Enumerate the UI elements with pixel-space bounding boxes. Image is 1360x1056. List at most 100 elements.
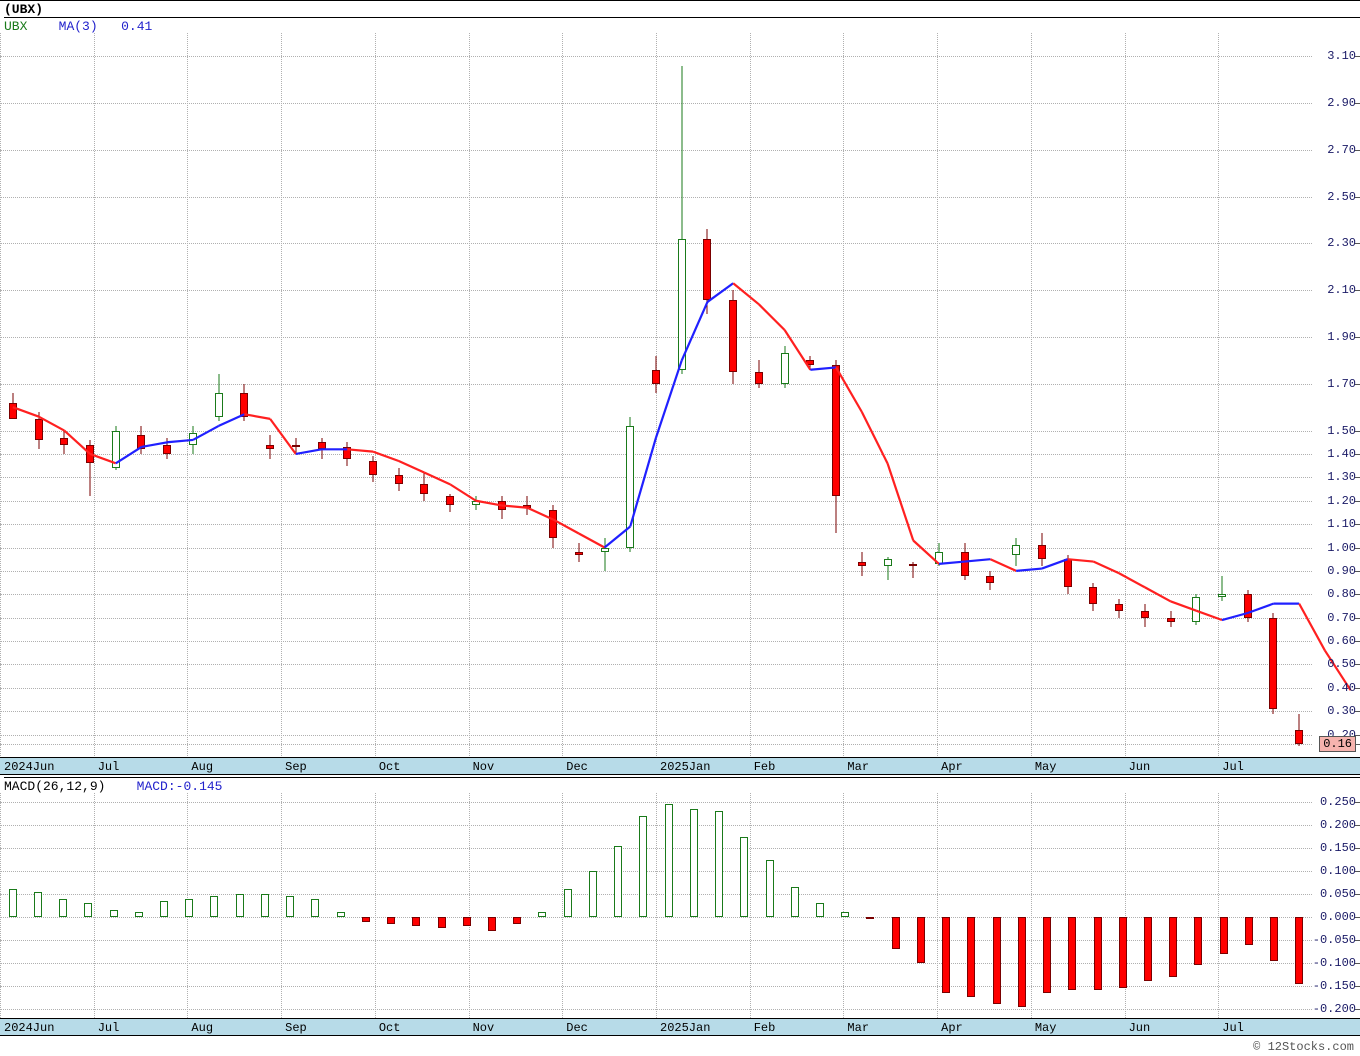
gridline-vertical	[1031, 793, 1032, 1018]
price-axis-tick: 0.30	[1327, 704, 1356, 718]
macd-bar[interactable]	[589, 871, 597, 917]
date-axis-label: 2024Jun	[4, 760, 54, 774]
macd-axis-tick: 0.050	[1320, 887, 1356, 901]
macd-bar[interactable]	[1094, 917, 1102, 990]
price-axis-tick: 0.70	[1327, 611, 1356, 625]
macd-bar[interactable]	[942, 917, 950, 993]
date-axis-label: Apr	[941, 1021, 963, 1035]
date-axis-label: Oct	[379, 760, 401, 774]
ma-legend-value: 0.41	[121, 19, 152, 34]
moving-average-line	[0, 33, 1312, 758]
price-panel: (UBX) UBX MA(3) 0.41 3.10 2.90 2.70 2.50 2.3…	[0, 0, 1360, 757]
date-axis-bottom[interactable]: 2024Jun Jul Aug Sep Oct Nov Dec 2025Jan Feb Mar Ap…	[0, 1018, 1360, 1036]
date-axis-label: Nov	[473, 760, 495, 774]
macd-bar[interactable]	[816, 903, 824, 917]
macd-bar[interactable]	[967, 917, 975, 997]
macd-bar[interactable]	[740, 837, 748, 917]
macd-bar[interactable]	[412, 917, 420, 926]
window-title: (UBX)	[4, 2, 43, 17]
macd-bar[interactable]	[993, 917, 1001, 1004]
macd-bar[interactable]	[791, 887, 799, 917]
macd-bar[interactable]	[1245, 917, 1253, 945]
gridline-vertical	[656, 793, 657, 1018]
macd-bar[interactable]	[715, 811, 723, 917]
macd-bar[interactable]	[866, 917, 874, 919]
date-axis-label: Sep	[285, 760, 307, 774]
macd-bar[interactable]	[438, 917, 446, 928]
macd-bar[interactable]	[1018, 917, 1026, 1007]
price-axis-tick: 2.50	[1327, 190, 1356, 204]
macd-bar[interactable]	[236, 894, 244, 917]
macd-bar[interactable]	[1119, 917, 1127, 988]
macd-bar[interactable]	[1220, 917, 1228, 954]
macd-bar[interactable]	[110, 910, 118, 917]
date-axis-label: Mar	[847, 1021, 869, 1035]
macd-bar[interactable]	[614, 846, 622, 917]
date-axis-label: Feb	[754, 1021, 776, 1035]
price-axis-tick: 0.40	[1327, 681, 1356, 695]
ticker-legend: UBX	[4, 19, 27, 34]
date-axis-label: Dec	[566, 760, 588, 774]
date-axis-label: 2025Jan	[660, 760, 710, 774]
chart-root: (UBX) UBX MA(3) 0.41 3.10 2.90 2.70 2.50 2.3…	[0, 0, 1360, 1056]
gridline-horizontal	[0, 963, 1312, 964]
macd-bar[interactable]	[1144, 917, 1152, 981]
macd-bar[interactable]	[538, 912, 546, 917]
macd-axis-tick: 0.100	[1320, 864, 1356, 878]
price-plot-area	[0, 33, 1312, 758]
macd-bar[interactable]	[210, 896, 218, 917]
date-axis[interactable]: 2024Jun Jul Aug Sep Oct Nov Dec 2025Jan Feb Mar Ap…	[0, 757, 1360, 775]
macd-bar[interactable]	[1043, 917, 1051, 993]
macd-bar[interactable]	[185, 899, 193, 917]
gridline-vertical	[94, 793, 95, 1018]
macd-bar[interactable]	[9, 889, 17, 917]
gridline-vertical	[0, 793, 1, 1018]
gridline-vertical	[1218, 793, 1219, 1018]
date-axis-label: Aug	[191, 760, 213, 774]
macd-bar[interactable]	[311, 899, 319, 917]
date-axis-label: Jun	[1129, 1021, 1151, 1035]
macd-bar[interactable]	[917, 917, 925, 963]
date-axis-label: Aug	[191, 1021, 213, 1035]
macd-bar[interactable]	[564, 889, 572, 917]
date-axis-label: May	[1035, 1021, 1057, 1035]
gridline-horizontal	[0, 917, 1312, 918]
macd-bar[interactable]	[160, 901, 168, 917]
macd-bar[interactable]	[892, 917, 900, 949]
macd-bar[interactable]	[135, 912, 143, 917]
price-axis-tick: 1.20	[1327, 494, 1356, 508]
price-axis-tick: 0.80	[1327, 587, 1356, 601]
macd-bar[interactable]	[34, 892, 42, 917]
macd-bar[interactable]	[665, 804, 673, 917]
macd-bar[interactable]	[261, 894, 269, 917]
macd-bar[interactable]	[690, 809, 698, 917]
macd-bar[interactable]	[488, 917, 496, 931]
current-price-label: 0.16	[1319, 736, 1356, 752]
gridline-horizontal	[0, 848, 1312, 849]
macd-panel: MACD(26,12,9) MACD:-0.145 0.250 0.200 0.15…	[0, 775, 1360, 1038]
price-axis-tick: 1.10	[1327, 517, 1356, 531]
macd-bar[interactable]	[1270, 917, 1278, 961]
macd-bar[interactable]	[841, 912, 849, 917]
macd-bar[interactable]	[1295, 917, 1303, 984]
gridline-horizontal	[0, 802, 1312, 803]
price-axis-tick: 0.50	[1327, 657, 1356, 671]
price-axis-tick: 0.60	[1327, 634, 1356, 648]
macd-bar[interactable]	[337, 912, 345, 917]
gridline-horizontal	[0, 894, 1312, 895]
price-axis-tick: 2.30	[1327, 236, 1356, 250]
macd-bar[interactable]	[463, 917, 471, 926]
macd-bar[interactable]	[1169, 917, 1177, 977]
macd-bar[interactable]	[639, 816, 647, 917]
macd-bar[interactable]	[766, 860, 774, 917]
macd-bar[interactable]	[362, 917, 370, 922]
macd-bar[interactable]	[59, 899, 67, 917]
gridline-vertical	[469, 793, 470, 1018]
macd-bar[interactable]	[286, 896, 294, 917]
price-axis-tick: 1.70	[1327, 377, 1356, 391]
macd-bar[interactable]	[1194, 917, 1202, 965]
macd-bar[interactable]	[513, 917, 521, 924]
macd-bar[interactable]	[387, 917, 395, 924]
macd-bar[interactable]	[1068, 917, 1076, 990]
macd-bar[interactable]	[84, 903, 92, 917]
